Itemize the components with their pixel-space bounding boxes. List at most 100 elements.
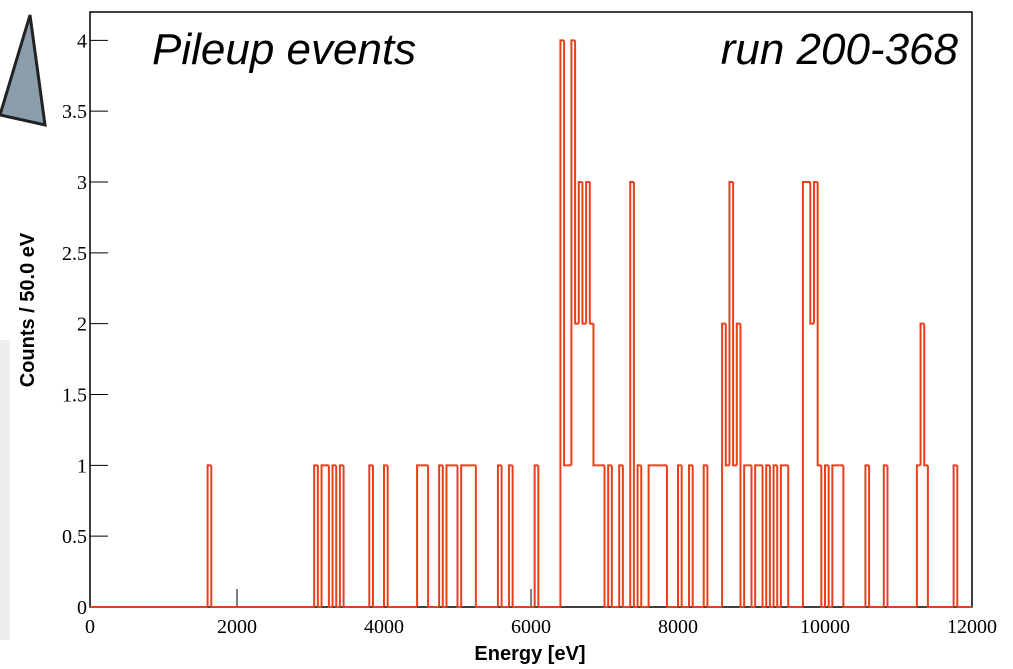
histogram-bin bbox=[816, 182, 822, 467]
y-axis-title: Counts / 50.0 eV bbox=[17, 232, 39, 387]
histogram-bin bbox=[206, 464, 212, 607]
histogram-bin bbox=[570, 39, 576, 466]
histogram-bin bbox=[581, 182, 587, 325]
histogram-bin bbox=[496, 464, 502, 607]
histogram-bin bbox=[831, 464, 837, 607]
histogram-bin bbox=[368, 464, 373, 607]
y-tick-label: 1.5 bbox=[62, 385, 87, 407]
histogram-bin bbox=[533, 464, 539, 607]
histogram-bin bbox=[926, 465, 932, 608]
histogram-bin bbox=[640, 465, 645, 608]
histogram-bin bbox=[592, 323, 598, 467]
histogram-bin bbox=[585, 181, 590, 324]
histogram-bin bbox=[610, 465, 616, 608]
histogram-bin bbox=[886, 465, 892, 608]
histogram-bin bbox=[460, 464, 465, 607]
histogram-bin bbox=[331, 464, 337, 607]
histogram-bin bbox=[787, 465, 792, 608]
histogram-bin bbox=[383, 464, 388, 607]
histogram-bin bbox=[915, 464, 921, 607]
histogram-bin bbox=[721, 322, 726, 607]
x-tick-label: 10000 bbox=[800, 616, 850, 638]
histogram-bin bbox=[438, 464, 443, 607]
x-tick-label: 2000 bbox=[217, 616, 257, 638]
decor-triangle bbox=[0, 14, 47, 127]
y-tick-label: 4 bbox=[77, 30, 87, 52]
histogram-bin bbox=[320, 464, 326, 607]
histogram-bin bbox=[327, 465, 333, 608]
histogram-bin bbox=[735, 322, 741, 466]
histogram-bin bbox=[386, 465, 392, 608]
histogram-bin bbox=[680, 465, 686, 608]
histogram-bin bbox=[665, 465, 671, 608]
histogram-bin bbox=[765, 464, 770, 607]
plot-frame bbox=[89, 11, 973, 608]
histogram-bin bbox=[588, 182, 594, 325]
y-tick-label: 3.5 bbox=[62, 101, 87, 123]
histogram-bin bbox=[335, 465, 340, 608]
histogram-bin bbox=[537, 465, 543, 608]
histogram-bin bbox=[779, 464, 785, 607]
histogram-bin bbox=[739, 323, 745, 608]
histogram-bin bbox=[416, 464, 421, 607]
histogram-bin bbox=[210, 465, 215, 608]
histogram-bin bbox=[801, 181, 807, 607]
histogram-bin bbox=[618, 464, 623, 607]
y-tick-label: 3 bbox=[77, 172, 87, 194]
histogram-bin bbox=[824, 464, 829, 607]
histogram-bin bbox=[868, 465, 873, 608]
histogram-bin bbox=[842, 465, 848, 608]
histogram-bin bbox=[456, 465, 462, 608]
histogram-bin bbox=[691, 465, 697, 608]
histogram-bin bbox=[559, 39, 565, 607]
y-tick-label: 0.5 bbox=[62, 526, 87, 548]
histogram-bin bbox=[864, 464, 870, 607]
y-tick-label: 2.5 bbox=[62, 243, 87, 265]
x-tick-label: 8000 bbox=[658, 616, 698, 638]
x-tick-label: 4000 bbox=[364, 616, 404, 638]
histogram-bin bbox=[342, 465, 348, 608]
histogram-bin bbox=[827, 465, 833, 608]
histogram-bin bbox=[956, 465, 961, 608]
y-tick-label: 1 bbox=[77, 455, 87, 477]
histogram-bin bbox=[629, 181, 634, 607]
x-axis-title: Energy [eV] bbox=[474, 643, 585, 665]
histogram-bin bbox=[732, 182, 737, 467]
histogram-bin bbox=[820, 465, 825, 608]
histogram-bin bbox=[702, 464, 708, 607]
histogram-bin bbox=[507, 464, 513, 607]
histogram-bin bbox=[371, 465, 377, 608]
histogram-bin bbox=[750, 465, 756, 608]
histogram-bin bbox=[772, 464, 778, 607]
histogram-bin bbox=[706, 465, 712, 608]
annotation: run 200-368 bbox=[721, 25, 959, 74]
histogram-bin bbox=[313, 464, 318, 607]
histogram-bin bbox=[919, 322, 925, 466]
histogram-bin bbox=[812, 181, 818, 324]
histogram-bin bbox=[511, 465, 517, 608]
histogram-bin bbox=[677, 464, 682, 607]
histogram-bin bbox=[427, 465, 432, 608]
histogram-bin bbox=[761, 465, 767, 608]
histogram-bin bbox=[500, 465, 506, 608]
histogram-bin bbox=[882, 464, 888, 607]
histogram-bin bbox=[574, 40, 579, 325]
histogram-bin bbox=[621, 465, 627, 608]
histogram-bin bbox=[724, 323, 730, 467]
histogram-bin bbox=[923, 323, 928, 467]
side-panel bbox=[0, 340, 10, 640]
histogram-bin bbox=[728, 181, 734, 466]
histogram-bin bbox=[316, 465, 322, 608]
y-tick-label: 0 bbox=[77, 597, 87, 619]
y-tick-label: 2 bbox=[77, 314, 87, 336]
histogram-bin bbox=[754, 464, 759, 607]
histogram-bin bbox=[563, 40, 568, 467]
histogram-bin bbox=[607, 464, 612, 607]
x-tick-label: 0 bbox=[85, 616, 95, 638]
histogram-bin bbox=[445, 464, 451, 607]
histogram-bin bbox=[768, 465, 774, 608]
x-tick-label: 12000 bbox=[947, 616, 997, 638]
histogram-bin bbox=[577, 181, 583, 324]
